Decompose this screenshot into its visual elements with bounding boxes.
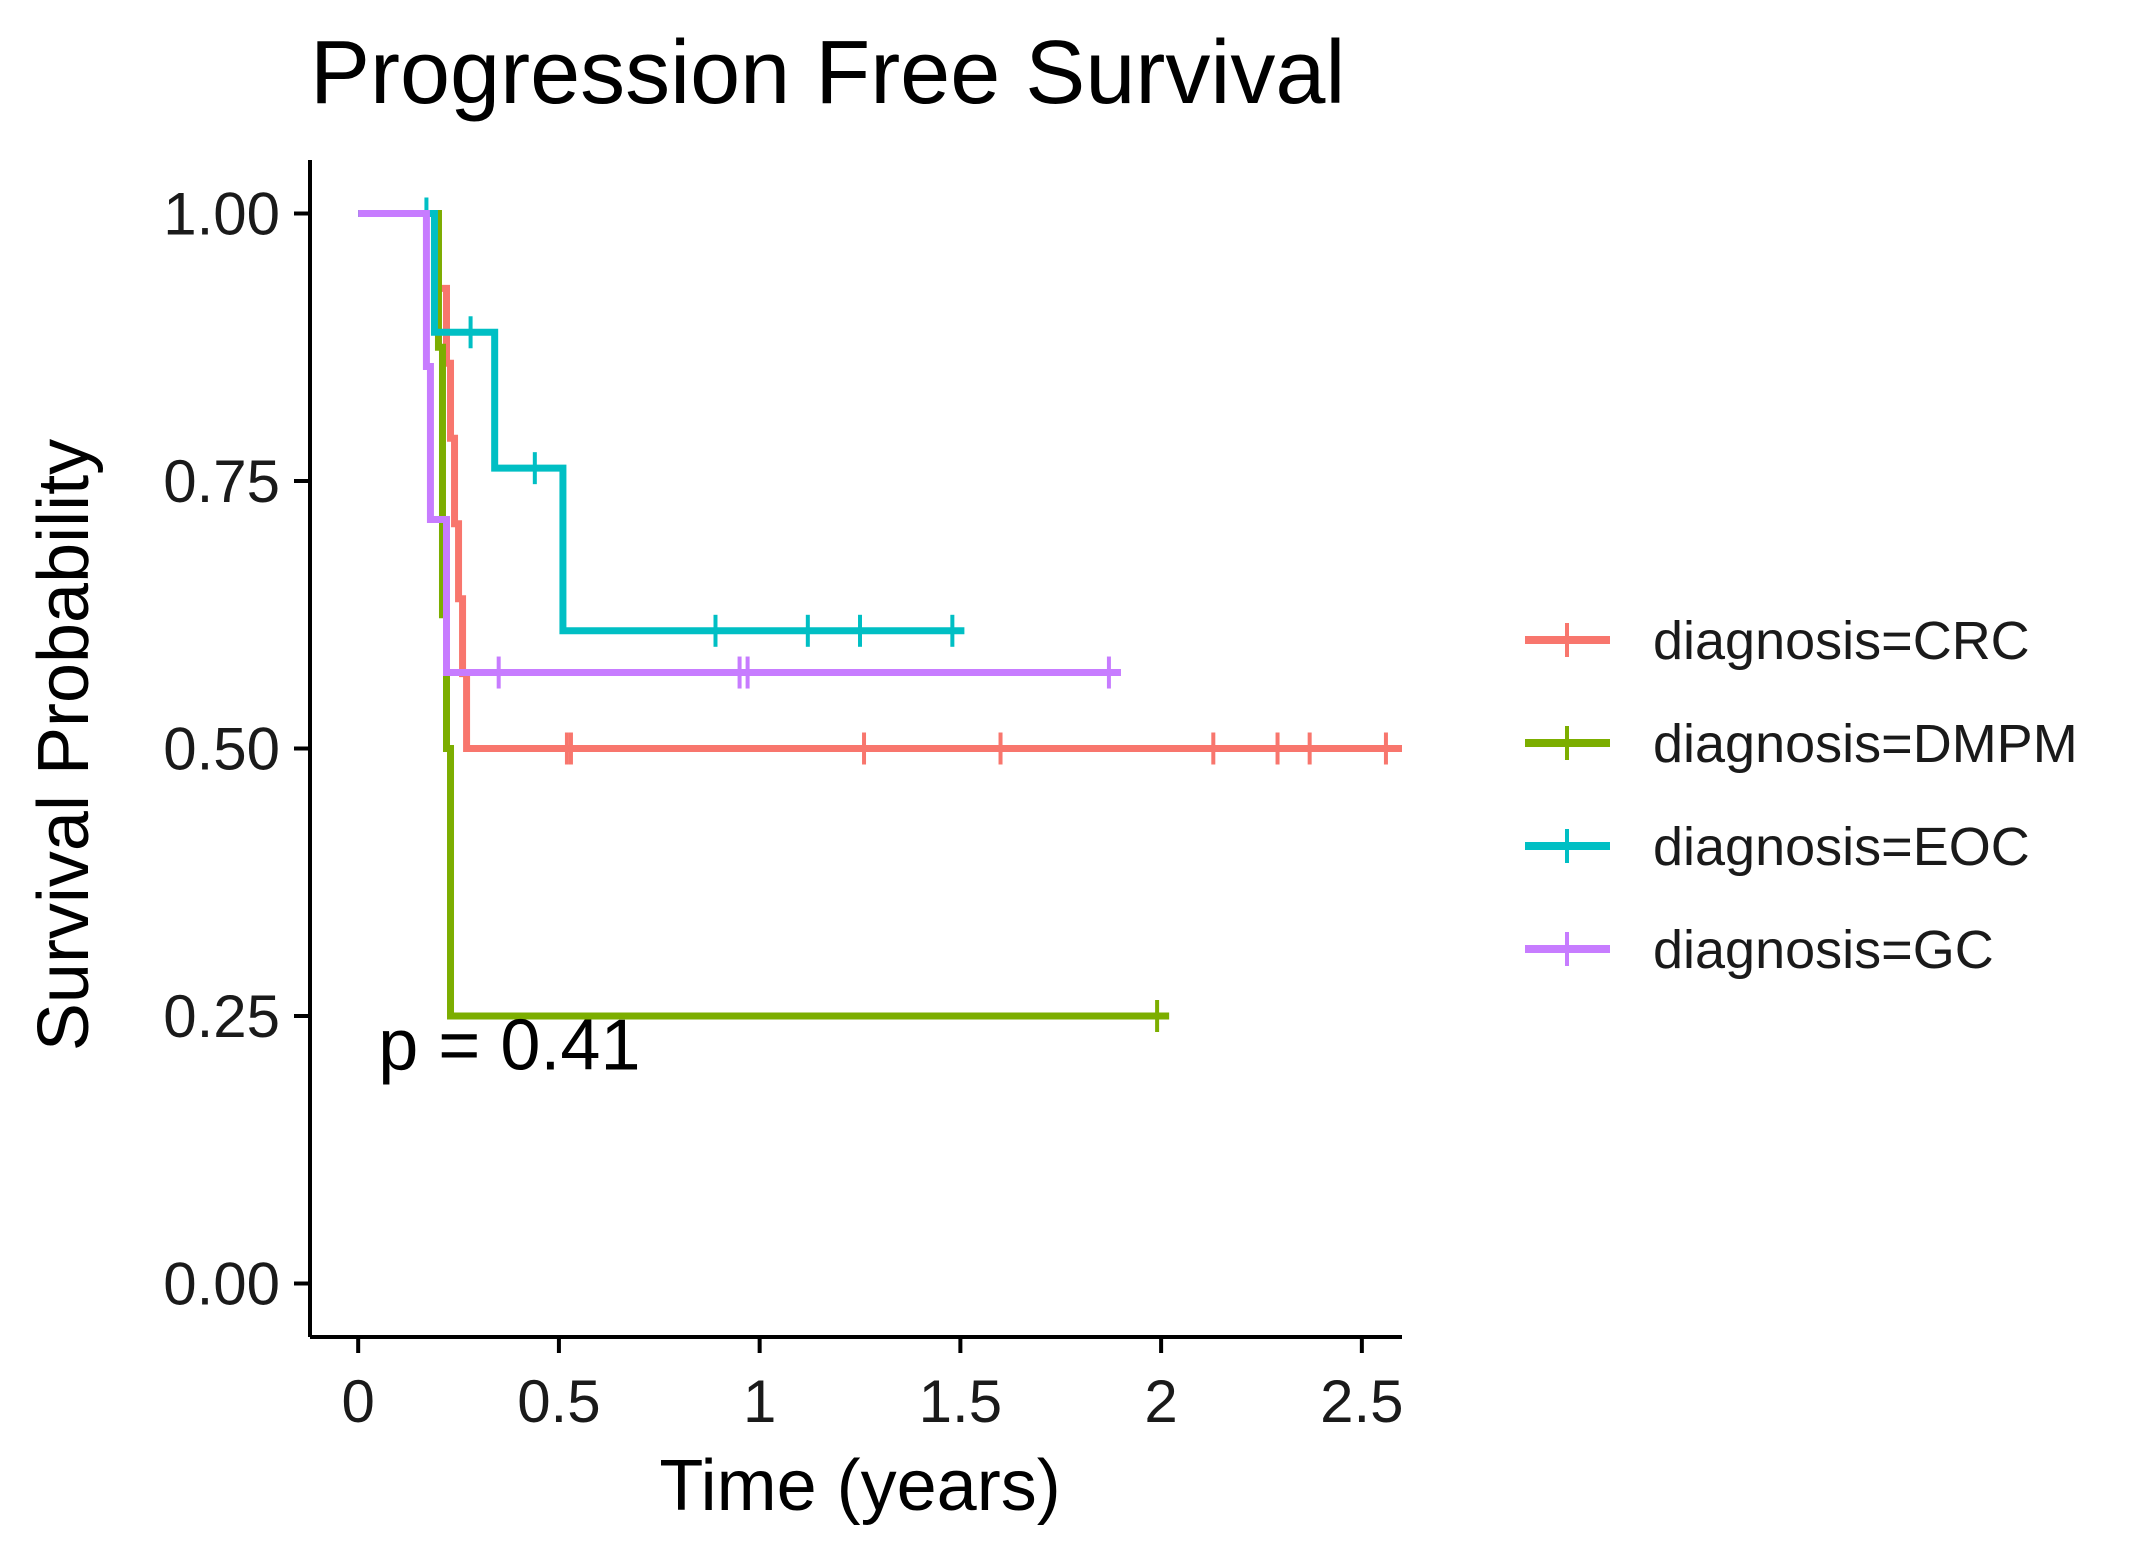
legend: diagnosis=CRC diagnosis=DMPM diagnosis=EOC… [1525, 611, 2078, 980]
y-tick-label: 0.50 [163, 716, 280, 783]
x-tick-label: 1.5 [919, 1368, 1002, 1435]
legend-item-diagnosis-gc: diagnosis=GC [1525, 920, 1994, 980]
series-diagnosis-crc [358, 210, 1402, 765]
y-axis-title: Survival Probability [24, 439, 104, 1051]
survival-curve-diagnosis-gc [358, 210, 1121, 677]
legend-label: diagnosis=GC [1653, 920, 1994, 980]
survival-curve-diagnosis-dmpm [358, 210, 1170, 1020]
x-axis-title: Time (years) [659, 1446, 1060, 1526]
chart-title: Progression Free Survival [310, 23, 1345, 123]
y-tick-label: 0.25 [163, 983, 280, 1050]
x-tick-label: 2.5 [1320, 1368, 1403, 1435]
y-tick-label: 0.75 [163, 448, 280, 515]
survival-curve-diagnosis-crc [358, 210, 1402, 752]
legend-label: diagnosis=EOC [1653, 817, 2030, 877]
y-tick-label: 1.00 [163, 181, 280, 248]
series-layer [358, 197, 1402, 1032]
p-value-annotation: p = 0.41 [378, 1006, 640, 1086]
y-axis-ticks: 0.00 0.25 0.50 0.75 1.00 [163, 181, 310, 1318]
legend-label: diagnosis=CRC [1653, 611, 2030, 671]
legend-label: diagnosis=DMPM [1653, 714, 2078, 774]
y-tick-label: 0.00 [163, 1251, 280, 1318]
survival-curve-diagnosis-eoc [358, 210, 965, 635]
x-axis-ticks: 0 0.5 1 1.5 2 2.5 [341, 1337, 1404, 1435]
series-diagnosis-gc [358, 210, 1121, 689]
legend-item-diagnosis-crc: diagnosis=CRC [1525, 611, 2030, 671]
x-tick-label: 0 [341, 1368, 374, 1435]
legend-item-diagnosis-dmpm: diagnosis=DMPM [1525, 714, 2078, 774]
series-diagnosis-dmpm [358, 210, 1170, 1032]
x-tick-label: 0.5 [517, 1368, 600, 1435]
x-tick-label: 1 [743, 1368, 776, 1435]
x-tick-label: 2 [1144, 1368, 1177, 1435]
legend-item-diagnosis-eoc: diagnosis=EOC [1525, 817, 2030, 877]
